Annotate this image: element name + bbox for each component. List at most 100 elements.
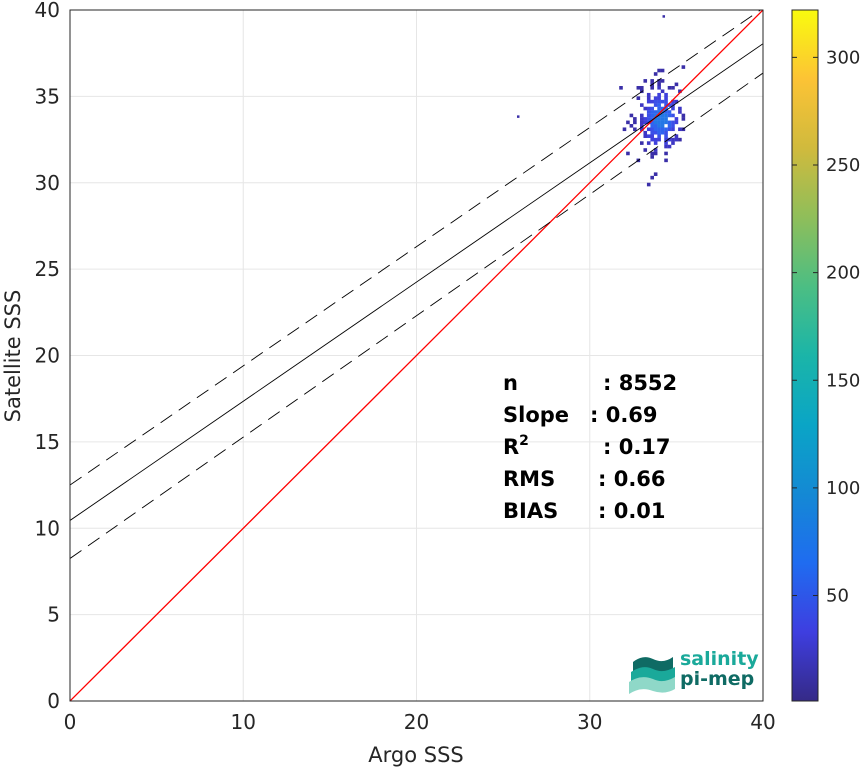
density-cell <box>664 144 668 149</box>
density-cell <box>650 110 654 114</box>
density-cell <box>643 130 648 135</box>
y-tick-label: 35 <box>35 84 60 108</box>
density-cell <box>660 127 665 132</box>
density-cell <box>660 120 665 125</box>
density-cell <box>671 127 675 132</box>
density-cell <box>660 79 665 83</box>
density-cell <box>681 113 686 118</box>
line-fit <box>70 43 763 521</box>
density-cell <box>664 96 668 100</box>
density-cell <box>650 124 654 128</box>
density-cell <box>667 127 672 132</box>
y-tick-label: 15 <box>35 430 60 454</box>
density-cell <box>667 144 672 149</box>
density-cell <box>626 151 630 156</box>
density-cell <box>643 106 648 111</box>
density-cell <box>633 127 637 132</box>
density-cell <box>650 151 654 156</box>
outlier-point <box>662 15 666 18</box>
density-cell <box>653 120 658 125</box>
density-cell <box>664 130 668 135</box>
density-cell <box>650 117 654 121</box>
regression-lines <box>70 10 763 701</box>
density-cell <box>664 99 668 104</box>
density-cell <box>657 117 661 121</box>
density-cell <box>650 113 654 118</box>
density-cell <box>646 127 651 132</box>
density-cell <box>664 137 668 142</box>
density-cell <box>633 120 637 125</box>
density-cell <box>653 130 658 135</box>
density-cell <box>664 158 668 163</box>
density-cell <box>646 110 651 114</box>
x-tick-labels: 0 10 20 30 40 <box>64 710 776 734</box>
density-cell <box>678 137 682 142</box>
colorbar-tick-label: 300 <box>826 47 860 68</box>
density-cell <box>667 124 672 128</box>
logo-text-pi-mep: pi-mep <box>680 668 754 690</box>
y-tick-label: 0 <box>47 689 60 713</box>
stat-value: : 8552 <box>603 371 677 395</box>
density-cell <box>643 134 648 138</box>
density-cell <box>657 79 661 83</box>
density-cell <box>646 106 651 111</box>
density-cell <box>646 113 651 118</box>
density-cell <box>639 86 644 90</box>
density-cell <box>650 79 654 83</box>
density-cell <box>664 151 668 156</box>
density-cell <box>629 113 634 118</box>
density-cell <box>653 124 658 128</box>
density-cell <box>639 124 644 128</box>
logo-text-salinity: salinity <box>680 648 759 670</box>
density-cell <box>660 99 665 104</box>
density-cell <box>660 117 665 121</box>
density-cell <box>643 148 648 152</box>
density-cell <box>657 110 661 114</box>
density-cell <box>664 110 668 114</box>
logo-waves-icon <box>629 657 675 694</box>
colorbar <box>791 9 819 702</box>
density-cell <box>664 113 668 118</box>
density-cell <box>660 106 665 111</box>
density-cell <box>664 141 668 145</box>
density-cell <box>678 110 682 114</box>
x-tick-label: 30 <box>577 710 602 734</box>
density-cell <box>657 120 661 125</box>
density-cell <box>653 103 658 107</box>
stat-value: : 0.17 <box>603 435 671 459</box>
density-cell <box>653 127 658 132</box>
density-cell <box>657 82 661 87</box>
density-cell <box>678 127 682 132</box>
density-cell <box>664 117 668 121</box>
density-cell <box>674 120 679 125</box>
density-cell <box>636 86 641 90</box>
density-cell <box>681 65 686 69</box>
density-cell <box>622 127 627 132</box>
density-cell <box>664 120 668 125</box>
density-cell <box>657 96 661 100</box>
colorbar-ticks: 50 100 150 200 250 300 <box>792 47 860 607</box>
density-cell <box>674 117 679 121</box>
density-cell <box>667 120 672 125</box>
line-1-to-1 <box>70 10 763 701</box>
density-cell <box>671 141 675 145</box>
density-cell <box>653 137 658 142</box>
stat-label: n <box>503 371 518 395</box>
density-cell <box>639 103 644 107</box>
density-cell <box>660 124 665 128</box>
x-tick-label: 0 <box>64 710 77 734</box>
density-cell <box>667 110 672 114</box>
density-cell <box>650 155 654 159</box>
density-cell <box>653 117 658 121</box>
density-cell <box>639 120 644 125</box>
density-cell <box>674 99 679 104</box>
density-cell <box>650 134 654 138</box>
density-cell <box>657 137 661 142</box>
stat-value: : 0.01 <box>598 499 666 523</box>
stat-label: BIAS <box>503 499 558 523</box>
stat-label: RMS <box>503 467 555 491</box>
density-cell <box>650 86 654 90</box>
stat-label: Slope <box>503 403 569 427</box>
density-cell <box>657 124 661 128</box>
density-cell <box>664 103 668 107</box>
